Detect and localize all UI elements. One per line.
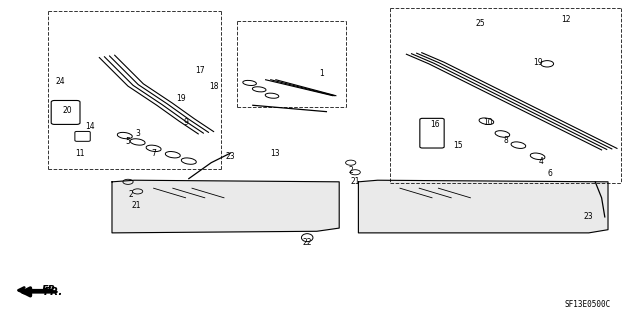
Text: 7: 7	[151, 149, 156, 158]
Text: SF13E0500C: SF13E0500C	[565, 300, 611, 309]
Text: FR.: FR.	[44, 287, 63, 297]
Text: 21: 21	[132, 201, 141, 210]
Polygon shape	[112, 180, 339, 233]
Text: 16: 16	[430, 120, 440, 129]
Text: 21: 21	[351, 177, 360, 186]
Text: 19: 19	[532, 58, 543, 67]
Text: FR.: FR.	[42, 285, 60, 295]
Text: 23: 23	[225, 152, 236, 161]
Text: 17: 17	[195, 66, 205, 75]
Text: 12: 12	[562, 15, 571, 24]
Text: 11: 11	[76, 149, 84, 158]
Text: 19: 19	[176, 94, 186, 103]
Text: 14: 14	[84, 122, 95, 130]
Text: 1: 1	[319, 69, 324, 78]
Text: 2: 2	[129, 190, 134, 199]
Text: 20: 20	[62, 106, 72, 115]
Text: 9: 9	[183, 118, 188, 127]
Text: 24: 24	[56, 77, 66, 86]
Text: 18: 18	[210, 82, 219, 91]
Text: 13: 13	[270, 149, 280, 158]
Text: 10: 10	[483, 118, 493, 127]
Text: 15: 15	[452, 141, 463, 150]
Text: 6: 6	[548, 169, 553, 178]
Text: 5: 5	[125, 137, 131, 146]
Text: 25: 25	[475, 19, 485, 28]
Text: 2: 2	[348, 166, 353, 175]
Polygon shape	[358, 180, 608, 233]
Text: 3: 3	[135, 130, 140, 138]
Text: 23: 23	[584, 212, 594, 221]
Text: 4: 4	[538, 157, 543, 166]
Text: 22: 22	[303, 238, 312, 247]
Text: 8: 8	[503, 136, 508, 145]
